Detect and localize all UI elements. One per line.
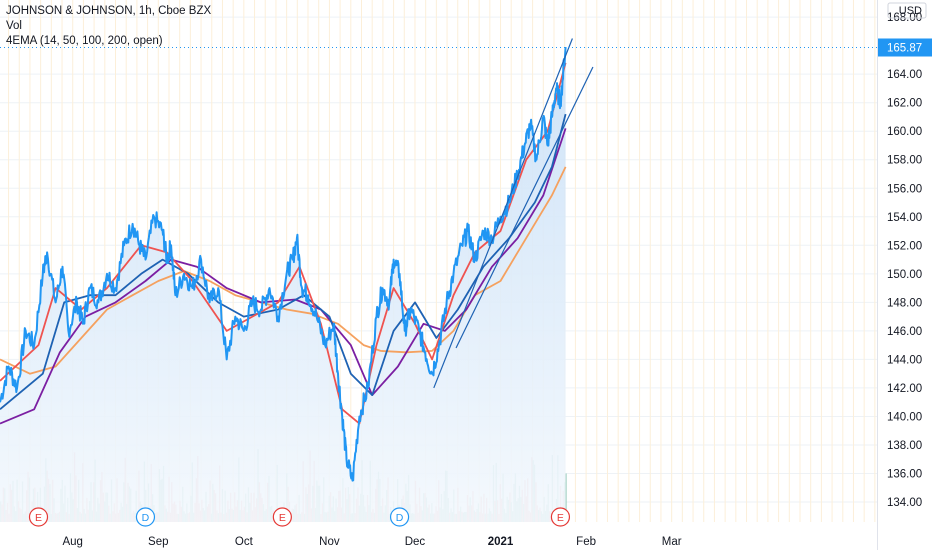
price-axis-bg: [877, 0, 932, 550]
marker-label: D: [142, 512, 150, 524]
marker-circle: [550, 507, 571, 527]
time-tick-label: Mar: [662, 536, 682, 548]
ema50-line: [0, 113, 567, 410]
time-axis-bg: [0, 527, 877, 550]
price-series-line: [0, 47, 567, 482]
price-tick-label: 152.00: [887, 240, 922, 252]
price-tick-label: 160.00: [887, 126, 922, 138]
time-axis[interactable]: Aug Sep Oct Nov Dec 2021 Feb Mar: [0, 527, 877, 550]
price-tick-label: 146.00: [887, 326, 922, 338]
price-tick-label: 134.00: [887, 497, 922, 509]
indicator-legend[interactable]: 4EMA (14, 50, 100, 200, open): [6, 35, 163, 47]
price-tick-label: 136.00: [887, 469, 922, 481]
earnings-marker[interactable]: E: [272, 507, 292, 527]
time-tick-label: Sep: [148, 536, 168, 548]
last-price-tag-bg: [878, 38, 932, 57]
trend-channel[interactable]: [433, 38, 594, 389]
time-tick-label: Aug: [62, 536, 82, 548]
marker-circle: [272, 507, 292, 527]
marker-label: D: [396, 512, 404, 524]
time-tick-label: 2021: [488, 536, 514, 548]
chart-legend: JOHNSON & JOHNSON, 1h, Cboe BZX Vol 4EMA…: [6, 4, 211, 49]
price-area: [0, 47, 566, 522]
marker-circle: [28, 507, 49, 527]
price-tick-label: 162.00: [887, 98, 922, 110]
price-tick-label: 140.00: [887, 411, 922, 423]
marker-label: E: [557, 512, 564, 524]
last-price-value: 165.87: [887, 42, 922, 54]
price-line: [0, 47, 567, 482]
channel-line: [433, 38, 573, 389]
last-price-tag: 165.87: [878, 38, 932, 57]
time-tick-label: Nov: [319, 536, 340, 548]
time-tick-label: Oct: [235, 536, 254, 548]
price-tick-label: 148.00: [887, 297, 922, 309]
marker-label: E: [35, 512, 42, 524]
currency-box: [887, 2, 927, 19]
price-tick-label: 158.00: [887, 155, 922, 167]
price-tick-label: 144.00: [887, 354, 922, 366]
dividend-marker[interactable]: D: [135, 507, 156, 527]
time-tick-label: Dec: [405, 536, 426, 548]
volume-legend[interactable]: Vol: [6, 20, 22, 32]
dividend-marker[interactable]: D: [389, 507, 410, 527]
earnings-marker[interactable]: E: [28, 507, 49, 527]
volume-bar: [565, 473, 567, 522]
marker-circle: [389, 507, 410, 527]
marker-label: E: [279, 512, 286, 524]
channel-line: [455, 66, 594, 349]
price-area-fill: [0, 47, 566, 522]
price-tick-label: 150.00: [887, 269, 922, 281]
earnings-marker[interactable]: E: [550, 507, 571, 527]
time-tick-label: Feb: [576, 536, 596, 548]
price-tick-label: 154.00: [887, 212, 922, 224]
price-tick-label: 164.00: [887, 69, 922, 81]
symbol-title[interactable]: JOHNSON & JOHNSON, 1h, Cboe BZX: [6, 5, 212, 17]
price-axis[interactable]: 168.00164.00162.00160.00158.00156.00154.…: [877, 0, 932, 550]
price-tick-label: 138.00: [887, 440, 922, 452]
price-tick-label: 156.00: [887, 183, 922, 195]
marker-circle: [135, 507, 156, 527]
currency-label: USD: [899, 5, 922, 17]
price-tick-label: 142.00: [887, 383, 922, 395]
